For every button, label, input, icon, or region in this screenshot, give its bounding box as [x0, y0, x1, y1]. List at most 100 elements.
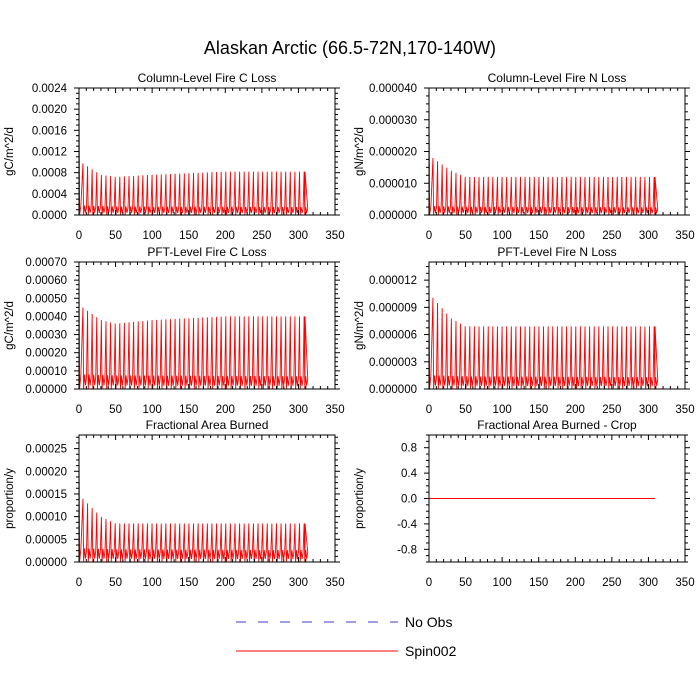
y-tick-label: -0.4: [397, 519, 417, 531]
y-tick-label: 0.00070: [25, 257, 67, 269]
y-tick-label: 0.000010: [369, 178, 417, 190]
panel-6: Fractional Area Burned - Crop proportion/…: [354, 418, 695, 589]
legend-no-obs-label: No Obs: [405, 614, 452, 630]
y-tick-label: 0.000012: [369, 275, 417, 287]
x-tick-label: 250: [602, 577, 621, 589]
x-tick-label: 300: [639, 404, 658, 416]
y-axis-label: gN/m^2/d: [354, 301, 366, 350]
x-tick-label: 50: [109, 230, 122, 242]
x-tick-label: 150: [529, 404, 548, 416]
x-tick-label: 0: [426, 404, 432, 416]
x-tick-label: 350: [325, 230, 344, 242]
y-tick-label: 0.000000: [369, 384, 417, 396]
panel-title: Fractional Area Burned: [146, 418, 269, 432]
x-tick-label: 300: [289, 577, 308, 589]
x-tick-label: 200: [216, 577, 235, 589]
x-tick-label: 100: [143, 577, 162, 589]
x-tick-label: 350: [325, 404, 344, 416]
x-tick-label: 100: [493, 230, 512, 242]
x-tick-label: 250: [252, 404, 271, 416]
x-tick-label: 100: [143, 404, 162, 416]
y-tick-label: 0.00060: [25, 275, 67, 287]
y-tick-label: 0.000030: [369, 115, 417, 127]
x-tick-label: 200: [566, 230, 585, 242]
y-tick-label: 0.00015: [25, 489, 67, 501]
panels-group: Column-Level Fire C Loss gC/m^2/d 0 50 100 15…: [4, 71, 695, 589]
x-tick-label: 350: [675, 577, 694, 589]
y-tick-label: 0.00020: [25, 466, 67, 478]
x-tick-label: 50: [109, 404, 122, 416]
x-tick-label: 250: [252, 230, 271, 242]
x-tick-label: 0: [426, 577, 432, 589]
x-tick-label: 300: [639, 577, 658, 589]
y-axis-label: proportion/y: [354, 468, 366, 529]
x-tick-label: 250: [252, 577, 271, 589]
x-tick-label: 300: [289, 230, 308, 242]
plot-frame: [78, 434, 336, 563]
y-tick-label: 0.00010: [25, 512, 67, 524]
y-tick-label: 0.00040: [25, 311, 67, 323]
x-tick-label: 150: [179, 230, 198, 242]
panel-title: PFT-Level Fire C Loss: [147, 245, 266, 259]
x-tick-label: 100: [493, 577, 512, 589]
x-tick-label: 0: [426, 230, 432, 242]
x-tick-label: 0: [76, 230, 82, 242]
y-tick-label: 0.00020: [25, 348, 67, 360]
x-tick-label: 150: [179, 577, 198, 589]
y-tick-label: 0.0004: [32, 189, 68, 201]
x-tick-label: 50: [109, 577, 122, 589]
x-tick-label: 50: [459, 404, 472, 416]
y-tick-label: 0.00030: [25, 330, 67, 342]
y-tick-label: 0.00025: [25, 444, 67, 456]
panel-title: PFT-Level Fire N Loss: [497, 245, 616, 259]
x-tick-label: 350: [675, 404, 694, 416]
y-tick-label: -0.8: [397, 544, 417, 556]
y-tick-label: 0.0016: [32, 125, 67, 137]
y-tick-label: 0.00000: [25, 557, 67, 569]
series-spin002-line: [79, 271, 309, 389]
y-tick-label: 0.0: [401, 494, 417, 506]
panel-3: PFT-Level Fire C Loss gC/m^2/d 0 50 100 150 20…: [4, 245, 345, 416]
x-tick-label: 250: [602, 230, 621, 242]
y-tick-label: 0.000020: [369, 147, 417, 159]
x-tick-label: 150: [179, 404, 198, 416]
y-tick-label: 0.0008: [32, 168, 67, 180]
y-tick-label: 0.4: [401, 468, 418, 480]
panel-5: Fractional Area Burned proportion/y 0 50 100…: [4, 418, 345, 589]
series-spin002-line: [429, 271, 659, 389]
y-tick-label: 0.0000: [32, 210, 67, 222]
x-tick-label: 0: [76, 577, 82, 589]
x-tick-label: 300: [639, 230, 658, 242]
panel-2: Column-Level Fire N Loss gN/m^2/d 0 50 100 15…: [354, 71, 695, 242]
y-tick-label: 0.00005: [25, 534, 67, 546]
y-axis-label: gC/m^2/d: [4, 127, 16, 176]
y-tick-label: 0.8: [401, 443, 417, 455]
y-tick-label: 0.0012: [32, 147, 67, 159]
y-axis-label: gN/m^2/d: [354, 127, 366, 176]
y-tick-label: 0.00050: [25, 293, 67, 305]
legend: No Obs Spin002: [236, 614, 457, 659]
series-spin002-line: [429, 97, 659, 215]
x-tick-label: 150: [529, 230, 548, 242]
y-tick-label: 0.0020: [32, 104, 67, 116]
y-axis-label: proportion/y: [4, 468, 16, 529]
x-tick-label: 0: [76, 404, 82, 416]
series-spin002-line: [79, 98, 309, 215]
x-tick-label: 350: [675, 230, 694, 242]
x-tick-label: 50: [459, 230, 472, 242]
panel-title: Column-Level Fire N Loss: [488, 71, 627, 85]
y-tick-label: 0.000040: [369, 83, 417, 95]
x-tick-label: 200: [566, 404, 585, 416]
panel-title: Column-Level Fire C Loss: [138, 71, 277, 85]
x-tick-label: 200: [216, 404, 235, 416]
x-tick-label: 50: [459, 577, 472, 589]
x-tick-label: 100: [493, 404, 512, 416]
panel-title: Fractional Area Burned - Crop: [477, 418, 637, 432]
y-tick-label: 0.000000: [369, 210, 417, 222]
panel-4: PFT-Level Fire N Loss gN/m^2/d 0 50 100 150 20…: [354, 245, 695, 416]
figure-title: Alaskan Arctic (66.5-72N,170-140W): [204, 38, 496, 58]
legend-spin002-label: Spin002: [405, 643, 457, 659]
x-tick-label: 300: [289, 404, 308, 416]
y-axis-label: gC/m^2/d: [4, 301, 16, 350]
y-tick-label: 0.00000: [25, 384, 67, 396]
